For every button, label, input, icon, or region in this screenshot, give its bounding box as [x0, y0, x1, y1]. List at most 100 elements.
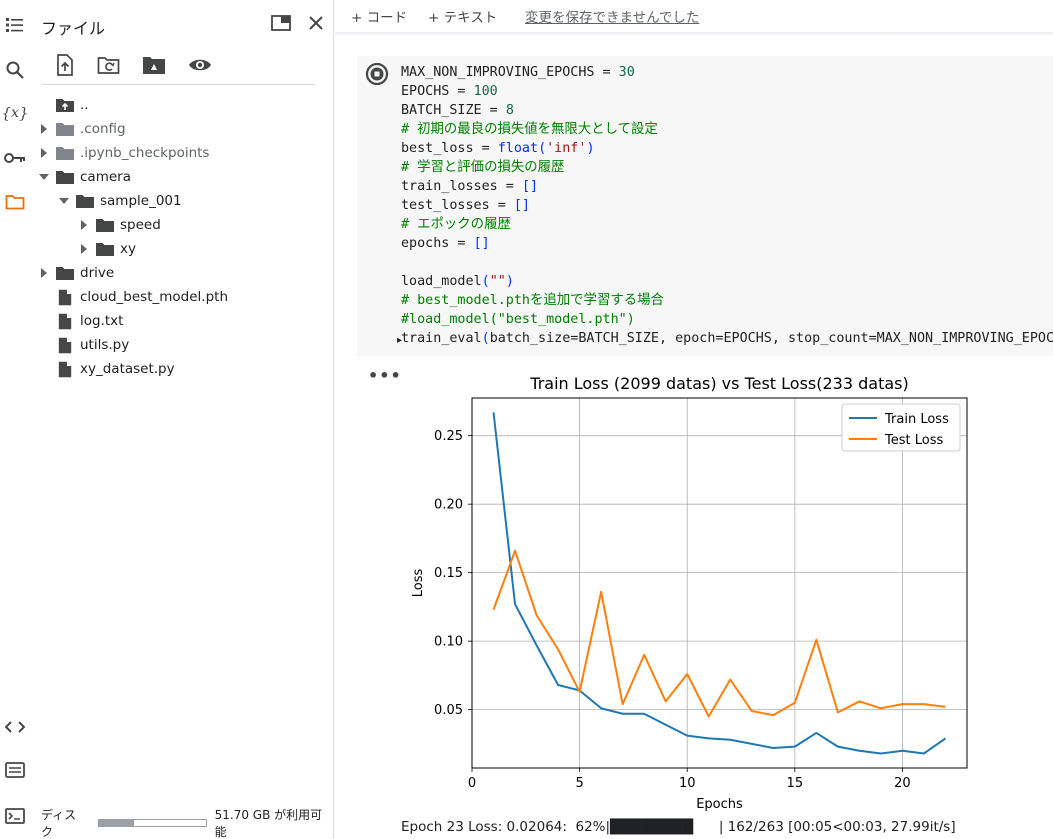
x-axis-label: Epochs — [696, 797, 743, 812]
y-tick-label: 0.10 — [434, 635, 463, 650]
tree-spacer — [38, 291, 50, 303]
mount-drive-icon[interactable] — [141, 52, 167, 78]
file-tree-item[interactable]: utils.py — [38, 334, 129, 356]
code-token: ( — [481, 331, 490, 346]
close-icon[interactable] — [304, 12, 328, 34]
tree-spacer — [38, 339, 50, 351]
variables-icon[interactable]: {x} — [1, 104, 29, 122]
file-tree-item-label: log.txt — [80, 313, 124, 329]
file-tree-item[interactable]: sample_001 — [58, 190, 182, 212]
x-tick-label: 15 — [787, 776, 804, 791]
file-tree-item[interactable]: cloud_best_model.pth — [38, 286, 228, 308]
terminal-icon[interactable] — [3, 804, 27, 828]
command-palette-icon[interactable] — [3, 758, 27, 782]
file-tree-item[interactable]: .config — [38, 118, 126, 140]
file-tree-item[interactable]: camera — [38, 166, 131, 188]
code-line: # エポックの履歴 — [401, 215, 1053, 234]
code-token: [] — [513, 198, 530, 213]
file-tree-item-label: .. — [80, 97, 89, 113]
file-tree-item-label: .config — [80, 121, 126, 137]
chevron-right-icon[interactable] — [78, 243, 90, 255]
chevron-down-icon[interactable] — [38, 171, 50, 183]
chevron-down-icon[interactable] — [58, 195, 70, 207]
plot-frame — [471, 397, 968, 769]
code-line: MAX_NON_IMPROVING_EPOCHS = 30 — [401, 63, 1053, 82]
search-icon[interactable] — [3, 58, 27, 82]
code-token: ) — [586, 141, 595, 156]
code-token: best_loss = — [401, 141, 498, 156]
file-tree-item[interactable]: xy — [78, 238, 136, 260]
show-hidden-files-icon[interactable] — [187, 52, 213, 78]
code-line: #load_model("best_model.pth") — [401, 310, 1053, 329]
code-line: # 初期の最良の損失値を無限大として設定 — [401, 120, 1053, 139]
y-tick-label: 0.05 — [434, 703, 463, 718]
code-token: load_model — [401, 274, 482, 289]
file-tree-item[interactable]: xy_dataset.py — [38, 358, 175, 380]
upload-file-icon[interactable] — [52, 52, 78, 78]
stop-execution-button[interactable] — [365, 62, 389, 86]
code-token: train_losses = — [401, 179, 522, 194]
disk-usage-fill — [98, 820, 134, 826]
folder-icon[interactable] — [3, 190, 27, 214]
legend-label: Train Loss — [884, 412, 949, 427]
add-text-button[interactable]: + テキスト — [428, 10, 498, 26]
refresh-folder-icon[interactable] — [96, 52, 122, 78]
folder-icon — [76, 193, 94, 209]
code-snippets-icon[interactable] — [3, 715, 27, 739]
file-icon — [56, 313, 74, 329]
code-token: # best_model.pthを追加で学習する場合 — [401, 293, 664, 308]
folder-icon — [56, 169, 74, 185]
code-token: EPOCHS = — [401, 84, 474, 99]
folder-icon — [56, 145, 74, 161]
file-tree-item[interactable]: .ipynb_checkpoints — [38, 142, 209, 164]
files-panel: ファイル .. .config .ipynb_checkpoints camera sa… — [30, 0, 334, 839]
disk-label: ディスク — [41, 808, 77, 839]
activity-rail: {x} — [0, 0, 30, 839]
code-token: 8 — [505, 103, 514, 118]
y-tick-label: 0.20 — [434, 498, 463, 513]
file-tree-item[interactable]: .. — [38, 94, 89, 116]
chevron-right-icon[interactable] — [38, 267, 50, 279]
file-tree-item-label: cloud_best_model.pth — [80, 289, 229, 305]
code-token: ( — [538, 141, 547, 156]
key-icon[interactable] — [3, 146, 27, 170]
y-tick-label: 0.25 — [434, 429, 463, 444]
code-line — [401, 253, 1053, 272]
code-line: train_eval(batch_size=BATCH_SIZE, epoch=… — [401, 329, 1053, 348]
code-cell[interactable]: MAX_NON_IMPROVING_EPOCHS = 30 EPOCHS = 10… — [357, 56, 1053, 356]
code-token: ) — [505, 274, 514, 289]
disk-available: 51.70 GB が利用可能 — [214, 808, 323, 839]
chevron-right-icon[interactable] — [38, 147, 50, 159]
disk-usage-bar — [97, 819, 207, 827]
file-tree-item[interactable]: speed — [78, 214, 161, 236]
file-tree-item-label: sample_001 — [100, 193, 182, 209]
code-token: BATCH_SIZE = — [401, 103, 506, 118]
code-token: batch_size=BATCH_SIZE, epoch=EPOCHS, sto… — [489, 331, 1053, 346]
folder-icon — [56, 265, 74, 281]
file-tree-item[interactable]: log.txt — [38, 310, 123, 332]
chevron-right-icon[interactable] — [38, 123, 50, 135]
code-token: #load_model("best_model.pth") — [401, 312, 635, 327]
code-token: train_eval — [401, 331, 482, 346]
output-menu-button[interactable]: ••• — [368, 366, 402, 385]
file-tree-item[interactable]: drive — [38, 262, 114, 284]
save-status-link[interactable]: 変更を保存できませんでした — [525, 10, 700, 26]
folder-icon — [96, 241, 114, 257]
file-tree-item-label: camera — [80, 169, 131, 185]
add-code-button[interactable]: + コード — [351, 10, 408, 26]
code-line: test_losses = [] — [401, 196, 1053, 215]
code-editor[interactable]: MAX_NON_IMPROVING_EPOCHS = 30 EPOCHS = 10… — [401, 63, 1053, 348]
y-tick-label: 0.15 — [434, 566, 463, 581]
code-line: BATCH_SIZE = 8 — [401, 101, 1053, 120]
code-token: [] — [473, 236, 490, 251]
code-token: MAX_NON_IMPROVING_EPOCHS = — [401, 65, 619, 80]
file-tree-item-label: xy — [120, 241, 136, 257]
x-tick-label: 5 — [575, 776, 583, 791]
table-of-contents-icon[interactable] — [3, 13, 27, 37]
open-in-tab-icon[interactable] — [269, 12, 293, 34]
code-token: 100 — [473, 84, 498, 99]
folder-icon — [96, 217, 114, 233]
chevron-right-icon[interactable] — [78, 219, 90, 231]
code-token: epochs = — [401, 236, 474, 251]
x-tick-label: 10 — [679, 776, 696, 791]
